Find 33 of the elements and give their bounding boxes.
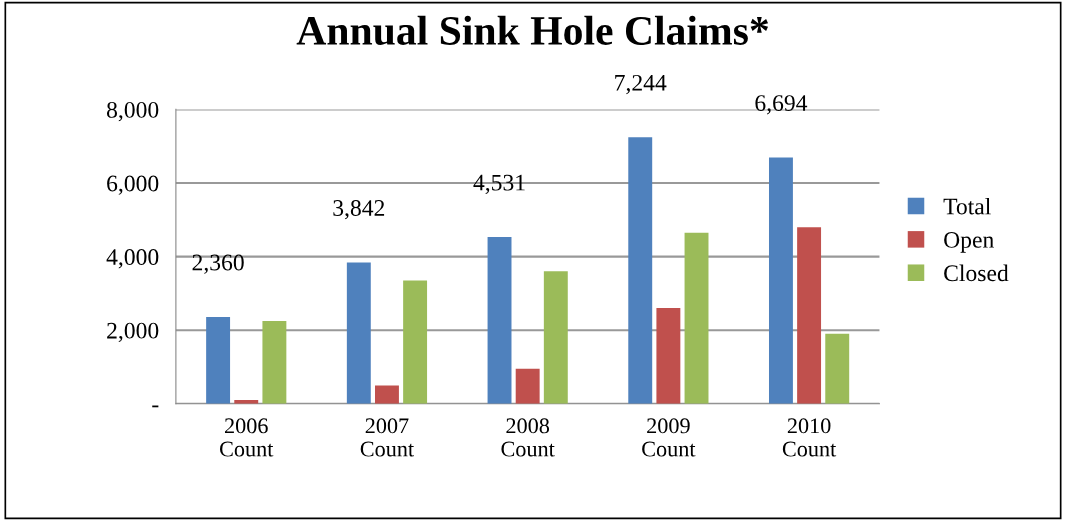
bar (515, 368, 540, 404)
y-tick-label: 4,000 (106, 249, 159, 269)
legend-label: Open (944, 231, 994, 253)
x-tick-label: 2008 Count (501, 418, 555, 457)
x-tick-label: 2010 Count (782, 418, 837, 457)
bar (543, 271, 568, 404)
data-label: 2,360 (192, 254, 244, 274)
bar (825, 333, 850, 404)
data-label: 3,842 (333, 200, 385, 220)
bar (768, 157, 793, 404)
bar (262, 320, 287, 404)
bar (656, 308, 681, 404)
y-tick-label: 2,000 (107, 322, 159, 343)
chart-title: Annual Sink Hole Claims* (296, 15, 769, 46)
data-label: 4,531 (473, 174, 525, 194)
bar (403, 280, 428, 404)
bar (684, 232, 709, 404)
x-tick-label: 2006 Count (219, 418, 274, 457)
x-tick-label: 2009 Count (642, 418, 696, 457)
y-tick-label: 6,000 (107, 175, 159, 195)
x-tick-label: 2007 Count (360, 418, 414, 457)
data-label: 7,244 (615, 74, 667, 95)
bar (487, 237, 512, 404)
bar (206, 316, 231, 404)
legend-label: Closed (944, 264, 1009, 282)
bar (628, 137, 653, 404)
y-tick-label: 8,000 (107, 101, 159, 122)
bar (346, 262, 371, 404)
data-label: 6,694 (755, 95, 808, 115)
legend-label: Total (943, 197, 991, 215)
bar (797, 227, 822, 404)
bar (375, 385, 399, 404)
y-tick-label: - (152, 405, 159, 408)
